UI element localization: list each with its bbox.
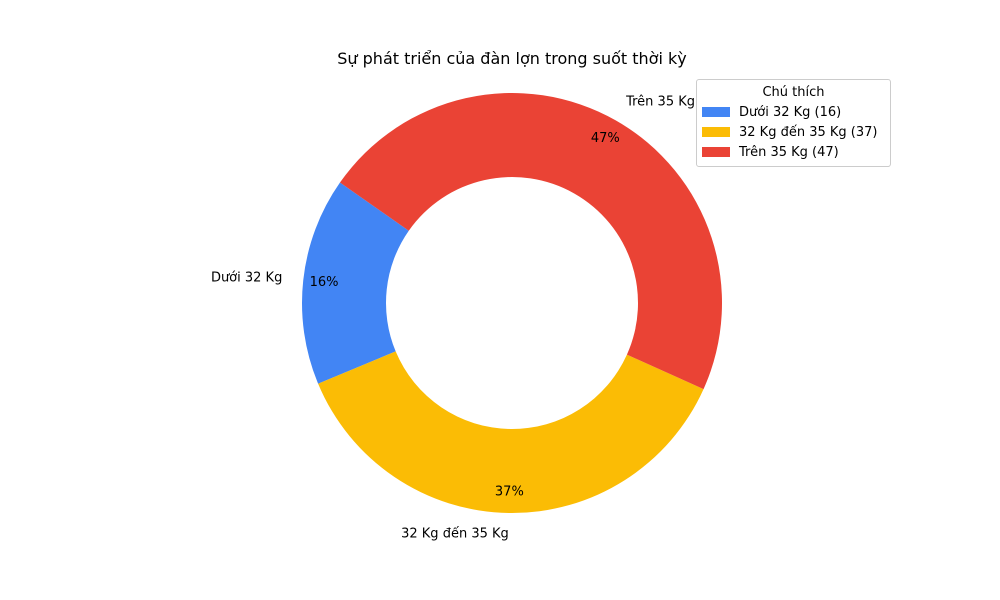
legend-item-under-32: Dưới 32 Kg (16) (697, 102, 890, 122)
labels-group: Dưới 32 Kg 16% 32 Kg đến 35 Kg 37% Trên 35 K… (211, 95, 695, 542)
category-label-over-35: Trên 35 Kg (625, 95, 695, 110)
category-label-32-to-35: 32 Kg đến 35 Kg (401, 526, 509, 541)
percent-label-under-32: 16% (310, 275, 339, 290)
slice-over-35 (339, 92, 722, 390)
legend-swatch-under-32 (702, 107, 730, 117)
legend-label-under-32: Dưới 32 Kg (16) (739, 104, 842, 120)
chart-title: Sự phát triển của đàn lợn trong suốt thờ… (337, 49, 686, 68)
percent-label-32-to-35: 37% (495, 484, 524, 499)
percent-label-over-35: 47% (591, 131, 620, 146)
slices-group (301, 92, 722, 513)
legend-title: Chú thích (762, 85, 825, 100)
legend-swatch-over-35 (702, 147, 730, 157)
legend-swatch-32-to-35 (702, 127, 730, 137)
category-label-under-32: Dưới 32 Kg (211, 271, 282, 286)
legend-item-32-to-35: 32 Kg đến 35 Kg (37) (697, 122, 890, 142)
legend: Chú thích Dưới 32 Kg (16) 32 Kg đến 35 K… (696, 79, 891, 167)
slice-32-to-35 (318, 351, 704, 513)
legend-item-over-35: Trên 35 Kg (47) (697, 142, 890, 162)
slice-under-32 (301, 182, 409, 384)
legend-label-over-35: Trên 35 Kg (47) (739, 144, 839, 160)
legend-label-32-to-35: 32 Kg đến 35 Kg (37) (739, 124, 878, 140)
